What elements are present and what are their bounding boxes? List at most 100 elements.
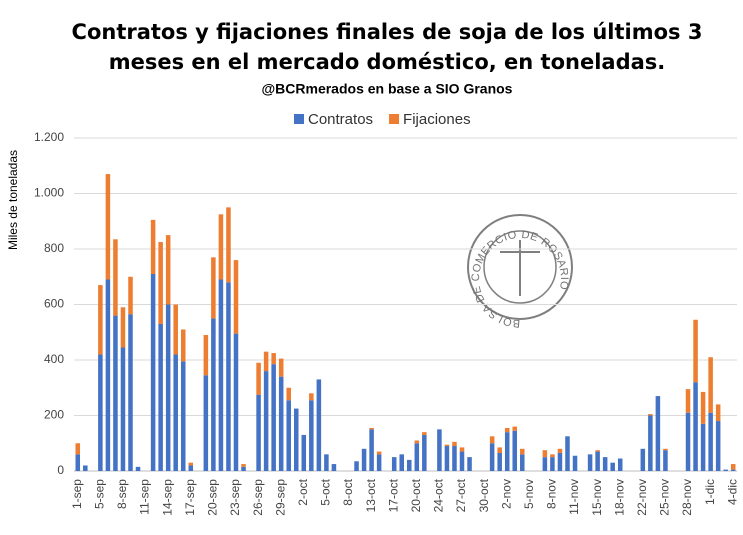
bar-segment bbox=[489, 436, 495, 444]
bar-segment bbox=[241, 466, 246, 471]
x-tick-label: 1-dic bbox=[703, 479, 717, 505]
bar-segment bbox=[150, 219, 156, 274]
bar-segment bbox=[693, 319, 698, 383]
bar-segment bbox=[708, 357, 713, 413]
bar-segment bbox=[271, 364, 276, 471]
bar-segment bbox=[376, 451, 382, 455]
bar-segment bbox=[422, 432, 427, 435]
bar-segment bbox=[467, 457, 472, 471]
y-tick-label: 600 bbox=[44, 297, 64, 311]
bar-segment bbox=[700, 423, 706, 471]
bar-segment bbox=[444, 444, 450, 447]
bar-segment bbox=[715, 404, 721, 422]
bar-segment bbox=[452, 446, 457, 471]
bar-segment bbox=[75, 443, 81, 455]
bar-segment bbox=[256, 362, 261, 395]
y-axis-label: Miles de toneladas bbox=[6, 150, 20, 250]
x-tick-label: 17-oct bbox=[386, 478, 400, 512]
bar-segment bbox=[203, 335, 209, 376]
x-tick-label: 29-sep bbox=[273, 479, 287, 516]
bar-segment bbox=[180, 329, 186, 362]
bar-segment bbox=[369, 429, 374, 471]
bar-segment bbox=[595, 450, 600, 452]
x-tick-label: 11-sep bbox=[138, 479, 152, 515]
x-tick-label: 22-nov bbox=[635, 479, 649, 516]
bar-segment bbox=[557, 452, 563, 471]
x-tick-label: 24-oct bbox=[432, 478, 446, 512]
bar-segment bbox=[83, 465, 88, 471]
bar-segment bbox=[391, 457, 397, 471]
bar-segment bbox=[165, 304, 171, 471]
y-tick-label: 0 bbox=[57, 463, 64, 477]
x-tick-label: 1-sep bbox=[70, 479, 84, 509]
x-tick-label: 2-nov bbox=[499, 479, 513, 509]
bar-segment bbox=[309, 393, 314, 401]
x-tick-label: 4-dic bbox=[725, 479, 739, 505]
bar-segment bbox=[286, 387, 291, 401]
bar-segment bbox=[497, 452, 502, 471]
bar-segment bbox=[271, 353, 276, 365]
bar-segment bbox=[504, 432, 510, 471]
bar-segment bbox=[520, 448, 525, 455]
bar-segment bbox=[278, 358, 284, 377]
chart-title: meses en el mercado doméstico, en tonela… bbox=[109, 50, 666, 74]
y-tick-label: 200 bbox=[44, 408, 64, 422]
chart-title: Contratos y fijaciones finales de soja d… bbox=[72, 20, 703, 44]
bar-segment bbox=[158, 242, 163, 324]
bar-segment bbox=[663, 448, 668, 451]
y-tick-label: 400 bbox=[44, 352, 64, 366]
bar-segment bbox=[504, 427, 510, 433]
x-tick-label: 5-sep bbox=[93, 479, 107, 509]
bar-segment bbox=[399, 454, 404, 471]
x-tick-label: 20-oct bbox=[409, 478, 423, 512]
bar-segment bbox=[565, 436, 570, 471]
bar-segment bbox=[263, 371, 269, 471]
bar-segment bbox=[542, 457, 548, 471]
bar-segment bbox=[572, 455, 578, 471]
bar-segment bbox=[602, 457, 608, 471]
bar-segment bbox=[98, 285, 103, 355]
bar-segment bbox=[685, 389, 691, 413]
bar-segment bbox=[150, 273, 156, 471]
bar-segment bbox=[75, 454, 81, 471]
x-tick-label: 30-oct bbox=[477, 478, 491, 512]
bar-segment bbox=[301, 434, 307, 471]
watermark: BOLSA DE COMERCIO DE ROSARIO bbox=[467, 214, 573, 329]
bar-segment bbox=[648, 414, 653, 416]
bar-segment bbox=[512, 426, 518, 431]
x-tick-label: 14-sep bbox=[160, 479, 174, 516]
seal-ring bbox=[467, 214, 573, 320]
bar-segment bbox=[98, 354, 103, 471]
bar-segment bbox=[113, 315, 118, 471]
bar-segment bbox=[708, 412, 713, 471]
bar-segment bbox=[128, 276, 133, 315]
bar-segment bbox=[241, 464, 246, 467]
bar-segment bbox=[723, 469, 728, 471]
bar-segment bbox=[700, 391, 706, 424]
bar-segment bbox=[105, 279, 111, 471]
bar-segment bbox=[648, 415, 653, 471]
bar-segment bbox=[128, 314, 133, 471]
bar-segment bbox=[610, 462, 615, 471]
x-tick-label: 28-nov bbox=[680, 479, 694, 516]
x-tick-label: 17-sep bbox=[183, 479, 197, 516]
bar-segment bbox=[557, 448, 563, 453]
bar-segment bbox=[444, 446, 450, 471]
bar-segment bbox=[135, 466, 141, 471]
x-tick-label: 2-oct bbox=[296, 478, 310, 505]
bar-segment bbox=[715, 421, 721, 471]
bar-segment bbox=[316, 379, 322, 471]
x-tick-label: 25-nov bbox=[658, 479, 672, 516]
bar-segment bbox=[550, 454, 555, 458]
bar-segment bbox=[309, 400, 314, 471]
x-tick-label: 27-oct bbox=[454, 478, 468, 512]
bar-segment bbox=[226, 207, 231, 283]
bar-segment bbox=[211, 318, 216, 471]
bar-segment bbox=[655, 396, 661, 471]
bar-segment bbox=[617, 458, 623, 471]
bar-segment bbox=[218, 279, 224, 471]
bar-segment bbox=[452, 441, 457, 447]
bar-segment bbox=[188, 462, 194, 466]
bar-segment bbox=[685, 412, 691, 471]
